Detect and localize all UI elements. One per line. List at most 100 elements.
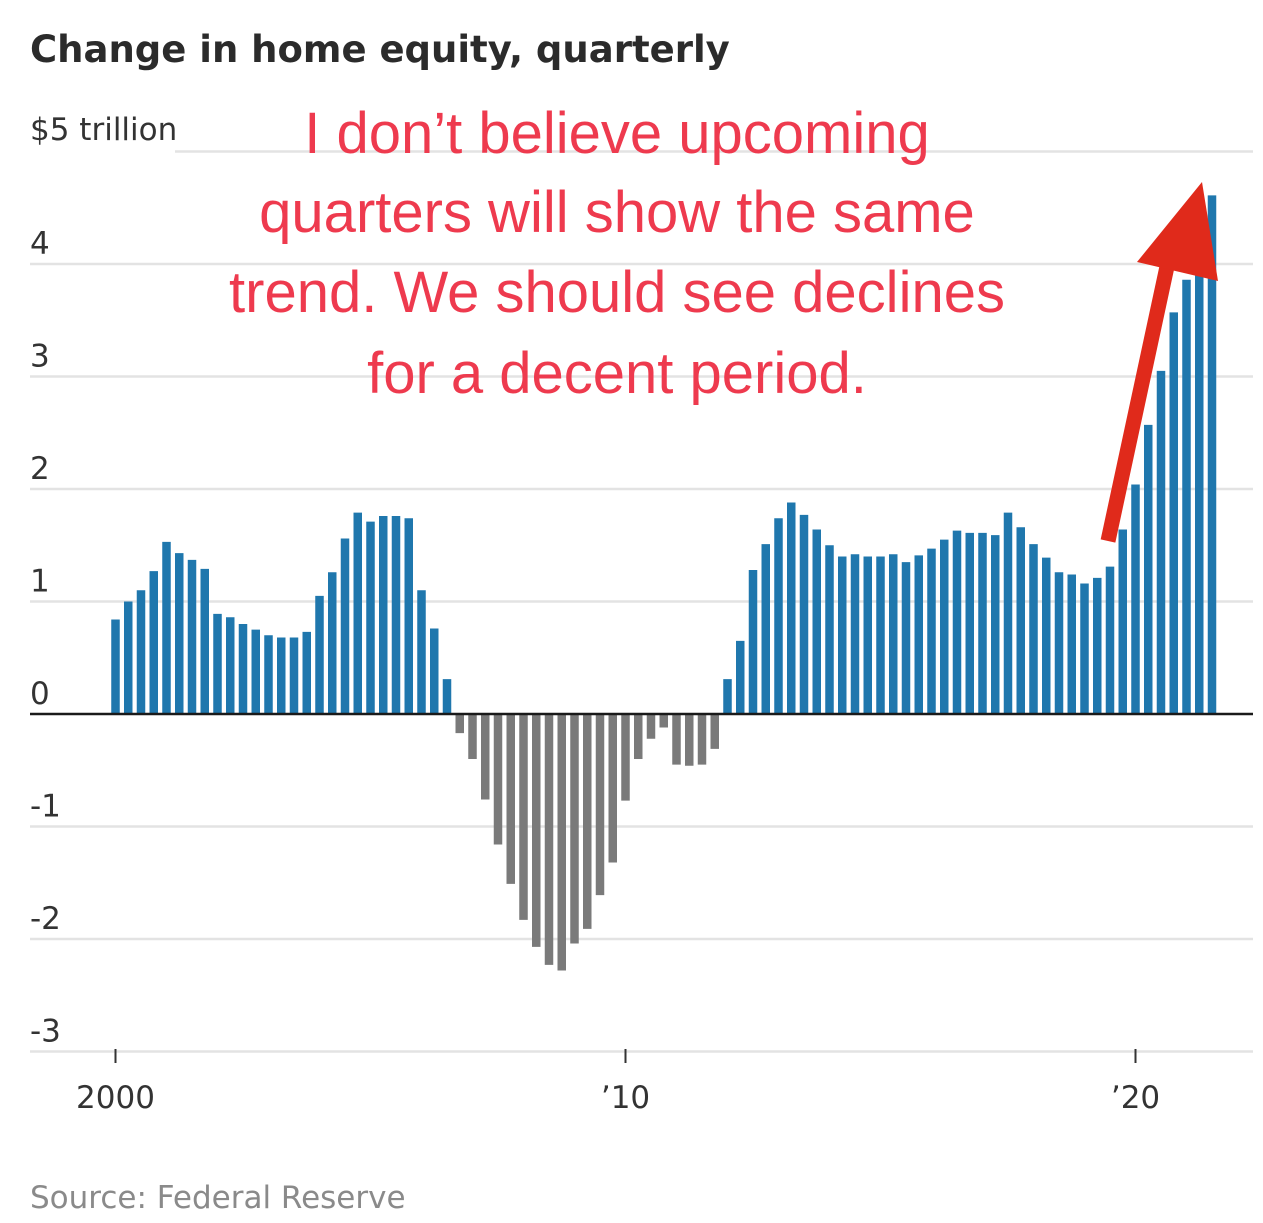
bar — [965, 532, 974, 714]
bar — [315, 595, 324, 714]
x-tick-label: ’10 — [601, 1080, 650, 1116]
bar — [1080, 583, 1089, 714]
bar — [532, 714, 541, 947]
y-tick-label: 2 — [30, 451, 50, 487]
bar — [264, 635, 273, 714]
bar — [1169, 312, 1178, 714]
bar — [124, 601, 133, 714]
bar — [1029, 544, 1038, 714]
bar — [391, 516, 401, 714]
y-tick-label: 0 — [30, 676, 50, 712]
bar — [1054, 572, 1064, 714]
bar — [710, 714, 719, 749]
bar — [379, 516, 388, 714]
bar — [519, 714, 528, 920]
bar — [1042, 557, 1051, 714]
bar — [659, 714, 668, 728]
bar — [302, 631, 311, 714]
bar — [685, 714, 694, 766]
bar — [277, 637, 286, 714]
bar — [761, 544, 770, 714]
bar — [595, 714, 605, 896]
bar — [774, 518, 783, 714]
annotation-line: trend. We should see declines — [229, 260, 1005, 325]
bar — [621, 714, 630, 801]
bar — [927, 548, 936, 714]
bar — [634, 714, 643, 759]
chart-title: Change in home equity, quarterly — [30, 28, 730, 71]
bar — [799, 514, 809, 714]
arrow-shaft — [1100, 246, 1179, 543]
bar — [646, 714, 656, 739]
bar — [404, 518, 413, 714]
bar — [1182, 279, 1191, 714]
bar — [353, 512, 362, 714]
bar — [1195, 233, 1204, 714]
bar — [850, 554, 860, 714]
bar — [838, 556, 847, 714]
bar — [417, 590, 426, 714]
bar — [876, 556, 885, 714]
source-note: Source: Federal Reserve — [30, 1180, 406, 1216]
bar — [914, 555, 923, 714]
bar — [175, 553, 184, 714]
bars — [111, 195, 1217, 971]
bar — [863, 556, 872, 714]
x-axis: 2000 ’10 ’20 — [76, 1049, 1160, 1116]
bar — [455, 714, 464, 734]
bar — [1131, 484, 1140, 714]
bar — [468, 714, 477, 759]
bar — [136, 590, 146, 714]
bar — [226, 617, 235, 714]
annotation-line: I don’t believe upcoming — [304, 101, 930, 166]
bar — [1144, 424, 1153, 714]
trend-arrow-icon — [1100, 182, 1218, 543]
bar — [991, 535, 1000, 714]
y-tick-label: 4 — [30, 226, 50, 262]
bar — [111, 619, 120, 714]
bar — [506, 714, 515, 884]
bar — [251, 629, 260, 714]
bar — [238, 624, 248, 714]
bar — [213, 613, 222, 714]
bar — [289, 637, 299, 714]
bar — [430, 628, 439, 714]
bar — [940, 539, 949, 714]
bar — [200, 568, 209, 714]
bar — [328, 572, 337, 714]
bar — [187, 559, 197, 714]
bar — [1156, 370, 1166, 714]
bar — [901, 562, 911, 714]
bar — [723, 679, 732, 714]
bar — [1093, 577, 1102, 714]
bar — [493, 714, 503, 845]
bar — [1003, 512, 1013, 714]
bar — [557, 714, 566, 971]
bar — [481, 714, 490, 800]
bar — [736, 640, 745, 714]
x-tick-label: ’20 — [1111, 1080, 1160, 1116]
y-tick-label: -2 — [30, 901, 61, 937]
bar — [1016, 527, 1025, 714]
x-tick-label: 2000 — [76, 1080, 155, 1116]
bar — [952, 530, 962, 714]
arrow-head — [1137, 182, 1218, 281]
y-tick-label: -1 — [30, 789, 61, 825]
bar — [340, 538, 350, 714]
y-unit-label: $5 trillion — [30, 112, 177, 148]
bar — [442, 679, 452, 714]
y-tick-label: 3 — [30, 339, 50, 375]
bar — [149, 571, 158, 714]
y-axis-labels: 4 3 2 1 0 -1 -2 -3 — [30, 226, 61, 1050]
bar — [825, 545, 834, 714]
bar — [162, 541, 171, 714]
gridlines — [30, 150, 1253, 1053]
bar — [812, 529, 821, 714]
annotation-line: quarters will show the same — [259, 180, 975, 245]
bar — [1118, 529, 1127, 714]
bar — [366, 521, 375, 714]
bar — [889, 554, 898, 714]
bar — [1067, 574, 1076, 714]
bar — [1207, 195, 1217, 714]
